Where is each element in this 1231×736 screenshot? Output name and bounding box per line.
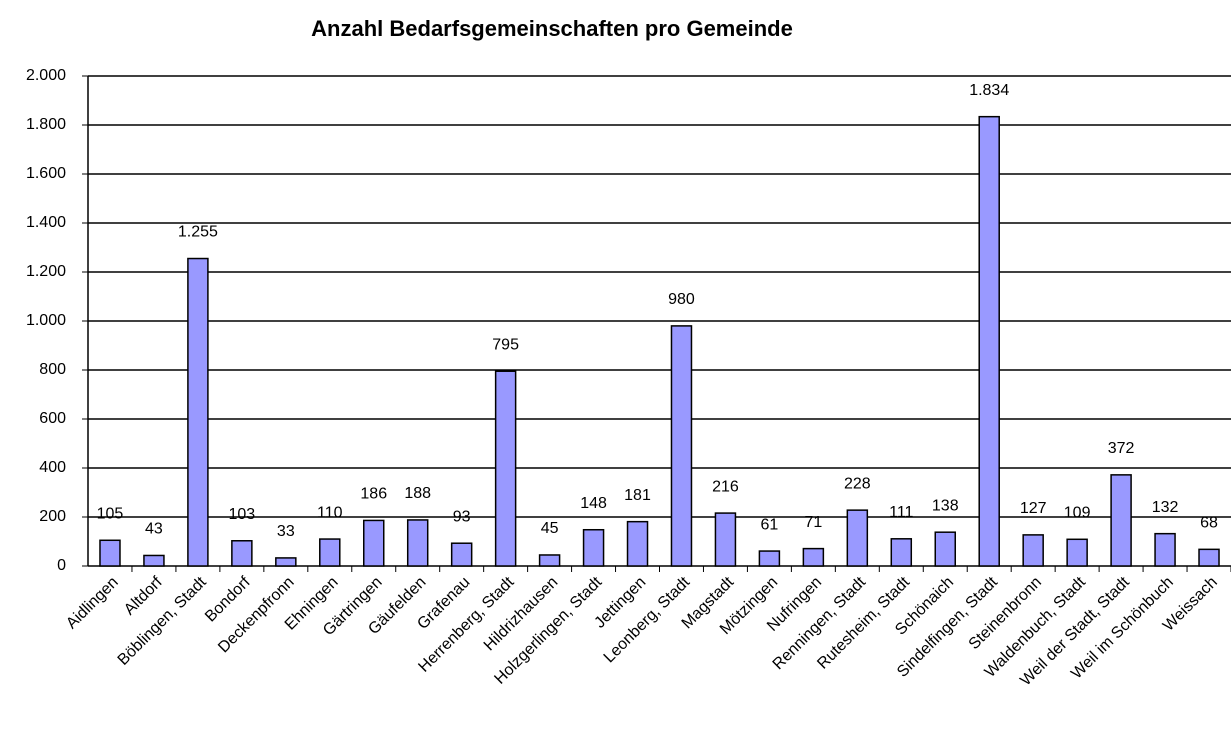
bar <box>406 519 429 567</box>
y-tick-label: 2.000 <box>26 67 66 84</box>
bar <box>143 554 165 567</box>
data-label: 93 <box>453 508 471 525</box>
data-label: 138 <box>932 497 959 514</box>
data-label: 103 <box>229 506 256 523</box>
data-label: 68 <box>1200 515 1218 532</box>
y-tick-label: 400 <box>39 459 66 476</box>
y-tick-label: 1.800 <box>26 116 66 133</box>
bar <box>978 115 1000 567</box>
data-label: 1.255 <box>178 224 218 241</box>
y-tick-label: 0 <box>57 557 66 574</box>
bar <box>934 531 956 567</box>
bar <box>1022 534 1044 567</box>
bar <box>714 512 737 567</box>
data-label: 109 <box>1064 505 1091 522</box>
y-tick-label: 800 <box>39 361 66 378</box>
chart-title: Anzahl Bedarfsgemeinschaften pro Gemeind… <box>311 16 793 41</box>
data-label: 111 <box>889 504 913 521</box>
data-label: 71 <box>804 514 822 531</box>
data-label: 372 <box>1108 440 1135 457</box>
data-label: 795 <box>492 336 519 353</box>
x-tick-label: Aidlingen <box>63 574 122 633</box>
bar <box>670 325 693 567</box>
data-label: 45 <box>541 520 559 537</box>
data-label: 980 <box>668 291 695 308</box>
bar <box>450 542 473 567</box>
bar <box>890 538 913 567</box>
data-label: 43 <box>145 521 163 538</box>
data-label: 61 <box>761 516 779 533</box>
data-label: 110 <box>317 504 343 521</box>
bar <box>1066 538 1088 567</box>
bar <box>1154 532 1176 567</box>
bar <box>758 550 781 567</box>
bar <box>1110 474 1132 567</box>
bar <box>1198 548 1220 567</box>
y-tick-label: 1.600 <box>26 165 66 182</box>
y-tick-label: 1.200 <box>26 263 66 280</box>
y-tick-label: 200 <box>39 508 66 525</box>
y-tick-label: 1.000 <box>26 312 66 329</box>
data-label: 33 <box>277 523 295 540</box>
data-label: 148 <box>580 495 607 512</box>
data-label: 181 <box>624 487 651 504</box>
bar <box>99 539 121 567</box>
data-label: 105 <box>97 505 124 522</box>
data-label: 127 <box>1020 500 1047 517</box>
bar <box>187 257 209 567</box>
bar <box>319 538 341 567</box>
bar <box>802 547 825 567</box>
bar <box>582 528 605 567</box>
bar <box>846 509 869 567</box>
data-label: 132 <box>1152 499 1179 516</box>
bar <box>363 519 385 567</box>
x-tick-label: Deckenpfronn <box>215 574 297 656</box>
y-tick-label: 1.400 <box>26 214 66 231</box>
data-label: 186 <box>360 486 387 503</box>
y-tick-label: 600 <box>39 410 66 427</box>
data-label: 188 <box>404 485 431 502</box>
bar <box>538 554 561 567</box>
bar <box>231 540 253 567</box>
data-label: 228 <box>844 475 871 492</box>
bar <box>626 520 649 567</box>
data-label: 1.834 <box>969 82 1009 99</box>
data-label: 216 <box>712 478 739 495</box>
bar <box>275 557 297 567</box>
bar <box>494 370 517 567</box>
